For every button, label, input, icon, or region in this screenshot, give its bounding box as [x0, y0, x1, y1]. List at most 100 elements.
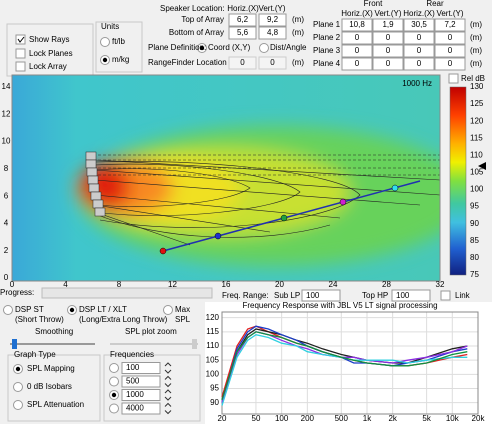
input[interactable] [228, 26, 257, 40]
select-value: 100 [396, 291, 410, 300]
row-label: Plane 1 [313, 20, 341, 29]
input[interactable] [372, 18, 404, 32]
radio-dot [111, 392, 117, 398]
spinner[interactable] [164, 389, 172, 401]
label: Progress: [0, 288, 34, 297]
input[interactable] [228, 13, 257, 27]
radio[interactable] [3, 305, 13, 315]
x-tick-label: 200 [301, 414, 315, 423]
checkbox[interactable] [15, 61, 26, 72]
input[interactable] [372, 44, 404, 58]
row-label: Plane 2 [313, 33, 341, 42]
input-value: 0 [417, 46, 422, 55]
input[interactable] [403, 44, 435, 58]
input-value: 0 [386, 59, 391, 68]
radio[interactable] [100, 37, 110, 47]
x-tick-label: 500 [335, 414, 349, 423]
input-value: 7,2 [444, 20, 456, 29]
slider-thumb [192, 339, 197, 349]
input-value: 0 [448, 46, 453, 55]
input-value: 0 [355, 59, 360, 68]
spinner[interactable] [164, 375, 172, 388]
series-line [221, 328, 468, 400]
slider-thumb[interactable] [12, 339, 17, 349]
select[interactable] [301, 289, 341, 302]
radio[interactable] [109, 403, 119, 414]
input-value: 5,6 [237, 28, 249, 37]
spinner[interactable] [164, 362, 172, 374]
input[interactable] [403, 18, 435, 32]
input[interactable] [341, 18, 373, 32]
chart-panel [205, 302, 492, 424]
y-tick-label: 120 [206, 313, 220, 322]
label: Lock Planes [29, 49, 73, 58]
input[interactable] [258, 13, 287, 27]
input-value: 0 [386, 46, 391, 55]
input[interactable] [434, 31, 466, 45]
check-mark [17, 36, 25, 43]
input-value: 30,5 [411, 20, 427, 29]
radio-dot [102, 57, 108, 63]
input[interactable] [258, 26, 287, 40]
select[interactable] [121, 389, 161, 401]
radio[interactable] [13, 400, 23, 410]
unit: (m) [470, 59, 482, 68]
spl-map [12, 75, 440, 281]
input-value: 0 [448, 33, 453, 42]
group-header: Front [364, 0, 383, 8]
input[interactable] [372, 31, 404, 45]
colorbar-tick-label: 80 [470, 253, 479, 262]
spinner[interactable] [164, 402, 172, 415]
label: RangeFinder Location [148, 58, 227, 67]
checkbox[interactable] [440, 290, 451, 301]
y-tick-label: 105 [206, 355, 220, 364]
y-tick-label: 6 [4, 191, 9, 200]
radio[interactable] [259, 43, 269, 53]
input[interactable] [341, 31, 373, 45]
x-tick-label: 32 [436, 280, 445, 289]
input[interactable] [341, 57, 373, 71]
x-tick-label: 8 [117, 280, 122, 289]
y-tick-label: 4 [4, 219, 9, 228]
y-tick-label: 14 [2, 82, 11, 91]
select-value: 100 [306, 291, 320, 300]
checkbox[interactable] [15, 48, 26, 59]
label: SPL plot zoom [125, 327, 177, 336]
x-tick-label: 28 [382, 280, 391, 289]
input[interactable] [434, 57, 466, 71]
mode-label: (Short Throw) [15, 315, 64, 324]
input[interactable] [341, 44, 373, 58]
select[interactable] [121, 375, 161, 388]
row-label: Top of Array [181, 15, 224, 24]
input[interactable] [434, 44, 466, 58]
column-header: Horiz.(X) [341, 9, 373, 18]
x-tick-label: 10k [446, 414, 460, 423]
input[interactable] [434, 18, 466, 32]
row-label: Plane 3 [313, 46, 341, 55]
radio[interactable] [163, 305, 173, 315]
select[interactable] [121, 402, 161, 415]
colorbar-tick-label: 115 [470, 133, 483, 142]
radio[interactable] [13, 382, 23, 392]
colorbar-tick-label: 125 [470, 99, 484, 108]
checkbox[interactable] [15, 34, 26, 45]
colorbar-tick-label: 105 [470, 168, 484, 177]
select[interactable] [391, 289, 431, 302]
x-tick-label: 2k [388, 414, 397, 423]
label: ft/lb [112, 37, 125, 46]
input[interactable] [372, 57, 404, 71]
x-tick-label: 20 [218, 414, 227, 423]
y-tick-label: 2 [4, 246, 9, 255]
radio[interactable] [109, 376, 119, 387]
y-tick-label: 8 [4, 164, 9, 173]
input-value: 4,8 [267, 28, 279, 37]
input-value: 0 [240, 58, 245, 67]
input[interactable] [403, 31, 435, 45]
input[interactable] [403, 57, 435, 71]
select[interactable] [121, 362, 161, 374]
radio[interactable] [109, 363, 119, 373]
x-tick-label: 1k [363, 414, 372, 423]
x-tick-label: 24 [329, 280, 338, 289]
checkbox[interactable] [448, 73, 459, 84]
